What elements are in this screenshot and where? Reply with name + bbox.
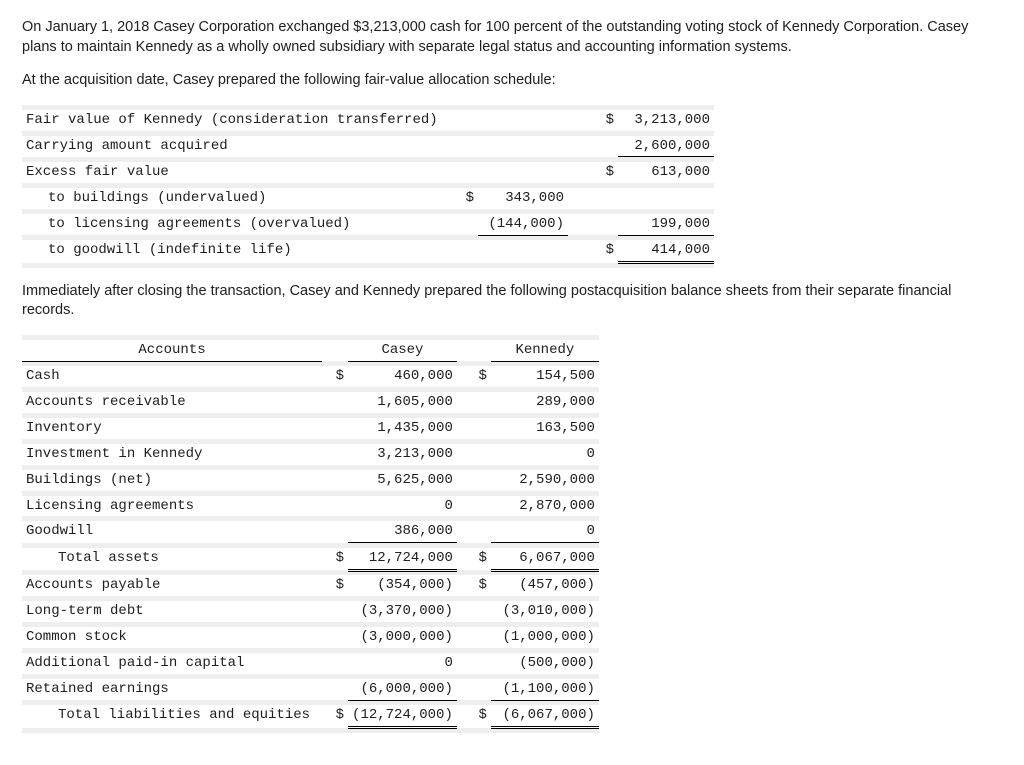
fv-value-col1 xyxy=(478,240,568,262)
fv-row-label: to buildings (undervalued) xyxy=(22,188,452,209)
bs-row: Accounts payable$(354,000)$(457,000) xyxy=(22,575,599,596)
bs-value-kennedy: 6,067,000 xyxy=(491,548,599,570)
bs-row-label: Retained earnings xyxy=(22,679,322,700)
fv-row-label: Carrying amount acquired xyxy=(22,136,452,157)
bs-row: Licensing agreements 0 2,870,000 xyxy=(22,496,599,517)
intro-paragraph-1: On January 1, 2018 Casey Corporation exc… xyxy=(22,18,1002,57)
bs-value-casey: (3,000,000) xyxy=(348,627,457,648)
fv-value-col1: (144,000) xyxy=(478,214,568,235)
fv-row: to licensing agreements (overvalued) (144… xyxy=(22,214,714,235)
fv-value-col1 xyxy=(478,162,568,183)
fv-value-col2: 414,000 xyxy=(618,240,714,262)
bs-value-casey: (6,000,000) xyxy=(348,679,457,700)
bs-value-casey: (3,370,000) xyxy=(348,601,457,622)
intro-paragraph-3: Immediately after closing the transactio… xyxy=(22,282,1002,321)
bs-row-label: Common stock xyxy=(22,627,322,648)
bs-row-label: Investment in Kennedy xyxy=(22,444,322,465)
fv-value-col2 xyxy=(618,188,714,209)
column-header-casey: Casey xyxy=(348,340,457,361)
fv-row-label: to goodwill (indefinite life) xyxy=(22,240,452,262)
bs-value-kennedy: 289,000 xyxy=(491,392,599,413)
bs-row: Additional paid-in capital 0 (500,000) xyxy=(22,653,599,674)
fv-value-col1 xyxy=(478,136,568,157)
bs-row: Common stock (3,000,000) (1,000,000) xyxy=(22,627,599,648)
bs-value-casey: 1,435,000 xyxy=(348,418,457,439)
bs-value-kennedy: (1,000,000) xyxy=(491,627,599,648)
fv-row: to buildings (undervalued)$343,000 xyxy=(22,188,714,209)
bs-value-kennedy: (6,067,000) xyxy=(491,705,599,727)
bs-row: Cash$460,000$154,500 xyxy=(22,366,599,387)
bs-row: Buildings (net) 5,625,000 2,590,000 xyxy=(22,470,599,491)
column-header-kennedy: Kennedy xyxy=(491,340,599,361)
bs-value-kennedy: (457,000) xyxy=(491,575,599,596)
bs-value-kennedy: (3,010,000) xyxy=(491,601,599,622)
fv-row: to goodwill (indefinite life)$414,000 xyxy=(22,240,714,262)
bs-value-casey: 3,213,000 xyxy=(348,444,457,465)
bs-value-kennedy: 2,870,000 xyxy=(491,496,599,517)
bs-row-label: Accounts payable xyxy=(22,575,322,596)
bs-row-label: Buildings (net) xyxy=(22,470,322,491)
bs-value-casey: 460,000 xyxy=(348,366,457,387)
bs-row-label: Long-term debt xyxy=(22,601,322,622)
bs-row-label: Goodwill xyxy=(22,521,322,542)
bs-row: Total liabilities and equities$(12,724,0… xyxy=(22,705,599,727)
bs-value-casey: 12,724,000 xyxy=(348,548,457,570)
bs-row-label: Inventory xyxy=(22,418,322,439)
bs-row-label: Accounts receivable xyxy=(22,392,322,413)
fv-row-label: Excess fair value xyxy=(22,162,452,183)
bs-row-label: Total liabilities and equities xyxy=(22,705,322,727)
fv-value-col2: 613,000 xyxy=(618,162,714,183)
bs-value-casey: 0 xyxy=(348,653,457,674)
bs-value-casey: 0 xyxy=(348,496,457,517)
fv-value-col2: 199,000 xyxy=(618,214,714,235)
bs-row-label: Total assets xyxy=(22,548,322,570)
bs-value-casey: 386,000 xyxy=(348,521,457,542)
fv-value-col2: 3,213,000 xyxy=(618,110,714,131)
bs-value-kennedy: 0 xyxy=(491,521,599,542)
bs-row: Inventory 1,435,000 163,500 xyxy=(22,418,599,439)
bs-row-label: Cash xyxy=(22,366,322,387)
bs-value-kennedy: (500,000) xyxy=(491,653,599,674)
intro-paragraph-2: At the acquisition date, Casey prepared … xyxy=(22,71,1002,91)
fv-row-label: to licensing agreements (overvalued) xyxy=(22,214,452,235)
bs-row: Total assets$12,724,000$6,067,000 xyxy=(22,548,599,570)
bs-value-casey: (354,000) xyxy=(348,575,457,596)
bs-value-casey: 5,625,000 xyxy=(348,470,457,491)
fv-row: Excess fair value$613,000 xyxy=(22,162,714,183)
bs-row: Goodwill 386,000 0 xyxy=(22,521,599,542)
bs-row: Accounts receivable 1,605,000 289,000 xyxy=(22,392,599,413)
bs-value-kennedy: 154,500 xyxy=(491,366,599,387)
fair-value-schedule-table: Fair value of Kennedy (consideration tra… xyxy=(22,105,714,268)
bs-value-kennedy: (1,100,000) xyxy=(491,679,599,700)
fv-value-col1: 343,000 xyxy=(478,188,568,209)
fv-row-label: Fair value of Kennedy (consideration tra… xyxy=(22,110,452,131)
bs-value-kennedy: 163,500 xyxy=(491,418,599,439)
bs-row: Retained earnings (6,000,000) (1,100,000) xyxy=(22,679,599,700)
balance-sheet-table: Accounts Casey Kennedy Cash$460,000$154,… xyxy=(22,335,599,733)
bs-row: Investment in Kennedy 3,213,000 0 xyxy=(22,444,599,465)
bs-value-casey: 1,605,000 xyxy=(348,392,457,413)
fv-value-col1 xyxy=(478,110,568,131)
fv-row: Carrying amount acquired 2,600,000 xyxy=(22,136,714,157)
bs-row-label: Licensing agreements xyxy=(22,496,322,517)
fv-value-col2: 2,600,000 xyxy=(618,136,714,157)
fv-row: Fair value of Kennedy (consideration tra… xyxy=(22,110,714,131)
bs-value-casey: (12,724,000) xyxy=(348,705,457,727)
bs-row: Long-term debt (3,370,000) (3,010,000) xyxy=(22,601,599,622)
bs-value-kennedy: 2,590,000 xyxy=(491,470,599,491)
bs-value-kennedy: 0 xyxy=(491,444,599,465)
bs-row-label: Additional paid-in capital xyxy=(22,653,322,674)
column-header-accounts: Accounts xyxy=(22,340,322,361)
